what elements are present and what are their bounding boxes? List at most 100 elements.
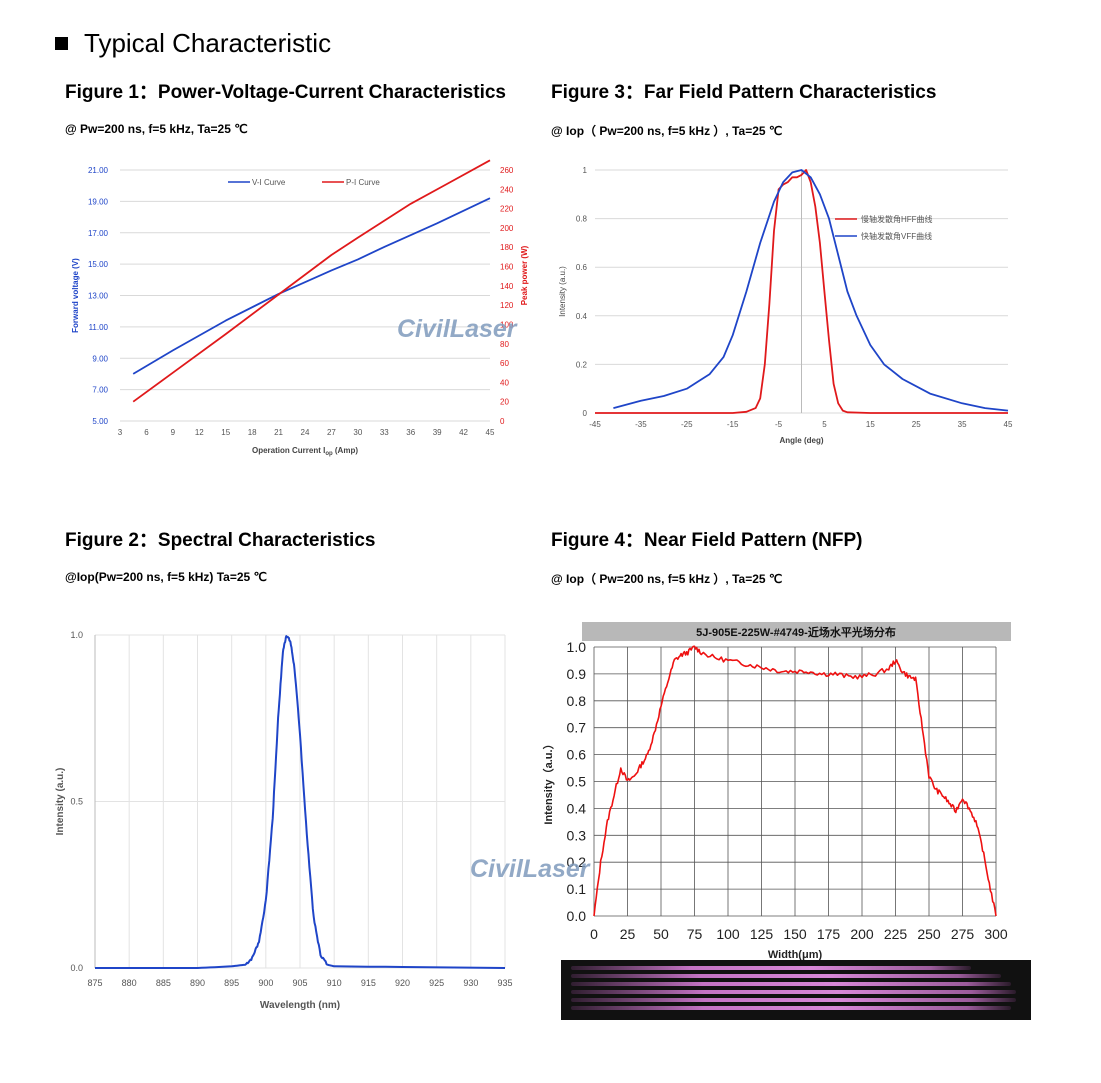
fig3-x-tick-label: 45 (1004, 420, 1013, 429)
fig1-pi-curve (132, 159, 491, 403)
fig1-y2-tick-label: 0 (500, 417, 505, 426)
fig1-legend-label: V-I Curve (252, 178, 286, 187)
fig4-x-tick-label: 225 (884, 926, 908, 942)
watermark-logo-2: CivilLaser (470, 855, 590, 883)
fig4-x-tick-label: 50 (653, 926, 669, 942)
fig3-legend-label: 快轴发散角VFF曲线 (861, 231, 932, 241)
fig3-x-tick-label: -25 (681, 420, 693, 429)
fig3-x-tick-label: -45 (589, 420, 601, 429)
fig3-conditions: @ Iop（ Pw=200 ns, f=5 kHz ）, Ta=25 ℃ (551, 124, 783, 138)
fig1-x-tick-label: 24 (301, 428, 310, 437)
fig1-y2-tick-label: 260 (500, 166, 514, 175)
fig1-x-tick-label: 30 (353, 428, 362, 437)
fig2-x-axis-label: Wavelength (nm) (260, 1000, 340, 1011)
fig1-chart: 5.00 7.00 9.00 11.00 13.00 15.00 17.00 19.00 21.… (71, 159, 529, 457)
fig3-hff-curve (595, 169, 1008, 414)
fig3-y-axis-label: Intensity (a.u.) (558, 266, 567, 317)
fig3-legend-label: 慢轴发散角HFF曲线 (861, 214, 933, 224)
fig2-x-tick-label: 920 (395, 978, 410, 988)
fig2-x-tick-label: 910 (327, 978, 342, 988)
fig1-y-axis-label: Forward voltage (V) (71, 258, 80, 333)
fig4-y-tick-label: 0.5 (567, 774, 587, 790)
fig4-x-tick-label: 25 (620, 926, 636, 942)
fig4-y-tick-label: 0.8 (567, 693, 587, 709)
fig1-y2-tick-label: 100 (500, 320, 514, 329)
fig2-y-axis-label: Intensity (a.u.) (55, 768, 66, 836)
fig1-y2-tick-label: 140 (500, 282, 514, 291)
fig1-x-tick-label: 45 (486, 428, 495, 437)
fig2-x-tick-label: 905 (292, 978, 307, 988)
fig4-x-tick-label: 0 (590, 926, 598, 942)
fig1-y2-tick-label: 240 (500, 185, 514, 194)
fig1-vi-curve (132, 197, 491, 375)
fig1-y2-tick-label: 180 (500, 243, 514, 252)
fig1-y2-tick-label: 120 (500, 301, 514, 310)
fig4-x-tick-label: 200 (850, 926, 874, 942)
fig3-y-tick-label: 0.8 (576, 215, 588, 224)
fig4-y-tick-label: 0.4 (567, 800, 587, 816)
fig1-y2-tick-label: 80 (500, 340, 509, 349)
fig1-y-tick-label: 9.00 (92, 354, 108, 363)
section-heading-text: Typical Characteristic (84, 28, 332, 58)
fig4-x-tick-label: 100 (716, 926, 740, 942)
fig4-conditions: @ Iop（ Pw=200 ns, f=5 kHz ）, Ta=25 ℃ (551, 572, 783, 586)
fig3-y-tick-label: 1 (583, 166, 588, 175)
fig3-x-tick-label: 25 (912, 420, 921, 429)
fig2-x-tick-label: 900 (258, 978, 273, 988)
fig1-x-axis-label: Operation Current Iop (Amp) (252, 446, 358, 457)
fig4-x-tick-label: 150 (783, 926, 807, 942)
fig1-x-tick-label: 9 (171, 428, 176, 437)
fig4-x-tick-label: 250 (917, 926, 941, 942)
fig2-x-tick-label: 880 (122, 978, 137, 988)
fig1-y2-tick-label: 40 (500, 378, 509, 387)
fig1-x-tick-label: 12 (195, 428, 204, 437)
fig1-y-tick-label: 17.00 (88, 229, 109, 238)
fig4-x-tick-label: 300 (984, 926, 1008, 942)
fig1-conditions: @ Pw=200 ns, f=5 kHz, Ta=25 ℃ (65, 122, 248, 136)
watermark-logo: CivilLaser (397, 315, 517, 343)
fig4-y-tick-label: 0.0 (567, 908, 587, 924)
fig3-x-tick-label: -15 (727, 420, 739, 429)
fig3-chart: 0 0.2 0.4 0.6 0.8 1 -45 -35 -25 -15 -5 5 15 25 35 45 Ang… (558, 166, 1013, 445)
fig4-x-tick-label: 125 (750, 926, 774, 942)
fig1-x-tick-label: 36 (406, 428, 415, 437)
fig1-y2-tick-label: 200 (500, 224, 514, 233)
fig2-x-tick-label: 935 (497, 978, 512, 988)
fig1-y2-tick-label: 20 (500, 398, 509, 407)
fig4-title-bar (582, 622, 1011, 641)
fig1-x-tick-label: 6 (144, 428, 149, 437)
fig3-x-tick-label: 5 (822, 420, 827, 429)
fig2-spectrum-curve (95, 635, 506, 969)
fig2-x-tick-label: 890 (190, 978, 205, 988)
fig1-x-tick-label: 3 (118, 428, 123, 437)
fig1-x-tick-label: 15 (221, 428, 230, 437)
bullet-square-icon (55, 37, 68, 50)
fig2-y-tick-label: 0.5 (70, 797, 83, 807)
fig1-y2-tick-label: 160 (500, 263, 514, 272)
fig2-x-tick-label: 895 (224, 978, 239, 988)
fig1-x-tick-label: 18 (248, 428, 257, 437)
fig1-x-tick-label: 42 (459, 428, 468, 437)
fig2-x-tick-label: 875 (87, 978, 102, 988)
fig1-legend-label: P-I Curve (346, 178, 380, 187)
fig2-x-tick-label: 885 (156, 978, 171, 988)
fig3-y-tick-label: 0 (583, 409, 588, 418)
fig3-y-tick-label: 0.6 (576, 263, 588, 272)
fig2-y-tick-label: 0.0 (70, 963, 83, 973)
fig4-y-tick-label: 0.1 (567, 881, 587, 897)
fig3-title: Figure 3：Far Field Pattern Characteristi… (551, 82, 937, 103)
fig1-x-tick-label: 21 (274, 428, 283, 437)
fig1-y-tick-label: 13.00 (88, 292, 109, 301)
fig1-x-tick-label: 39 (433, 428, 442, 437)
fig3-x-tick-label: -35 (635, 420, 647, 429)
fig3-x-tick-label: 35 (958, 420, 967, 429)
fig4-y-tick-label: 1.0 (567, 639, 587, 655)
fig2-chart: 875 880 885 890 895 900 905 910 915 920 925 930 935 0… (55, 630, 513, 1011)
fig3-x-tick-label: -5 (775, 420, 783, 429)
fig1-y-tick-label: 15.00 (88, 260, 109, 269)
fig4-y-tick-label: 0.6 (567, 747, 587, 763)
fig4-chart-title: 5J-905E-225W-#4749-近场水平光场分布 (696, 625, 896, 639)
fig4-nfp-curve (593, 645, 997, 917)
fig2-y-tick-label: 1.0 (70, 630, 83, 640)
fig1-y2-tick-label: 60 (500, 359, 509, 368)
